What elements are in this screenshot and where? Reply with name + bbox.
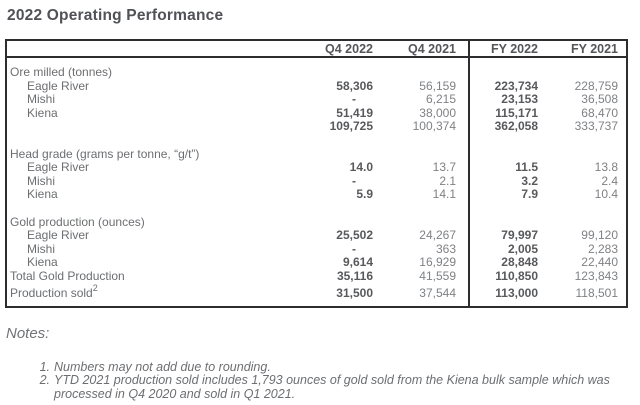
note-text: YTD 2021 production sold includes 1,793 … (54, 373, 610, 401)
value-cell-fy-2022: 115,171 (495, 105, 538, 120)
value-cell-fy-2021: 10.4 (594, 187, 618, 201)
note-item: 2. YTD 2021 production sold includes 1,7… (36, 373, 611, 401)
value-cell-q4-2022: - (352, 173, 356, 188)
table-row: Kiena 5.9 14.1 7.9 10.4 (7, 187, 626, 202)
table-section: Head grade (grams per tonne, “g/t”) Eagl… (7, 146, 626, 202)
table-section: Ore milled (tonnes) Eagle River 58,306 5… (7, 65, 626, 134)
value-cell-fy-2021: 228,759 (574, 78, 618, 93)
row-label: Total Gold Production (10, 268, 125, 283)
value-cell-q4-2021: 56,159 (419, 78, 456, 93)
table-row: Mishi - 363 2,005 2,283 (7, 241, 626, 257)
table-row: Kiena 51,419 38,000 115,171 68,470 (7, 105, 626, 121)
notes-list: 1. Numbers may not add due to rounding. … (36, 359, 611, 402)
column-header-q4-2022: Q4 2022 (325, 41, 373, 56)
table-row: Eagle River 58,306 56,159 223,734 228,75… (7, 78, 626, 94)
row-label: Eagle River (27, 228, 90, 242)
table-row: 109,725 100,374 362,058 333,737 (7, 119, 626, 134)
row-label: Kiena (27, 255, 58, 269)
value-cell-q4-2022: 5.9 (356, 187, 373, 201)
value-cell-q4-2021: 41,559 (419, 268, 456, 283)
value-cell-fy-2022: 7.9 (521, 187, 538, 201)
value-cell-fy-2021: 13.8 (594, 160, 618, 174)
section-header: Head grade (grams per tonne, “g/t”) (10, 146, 200, 161)
note-item: 1. Numbers may not add due to rounding. (36, 359, 611, 375)
value-cell-q4-2021: 37,544 (419, 286, 456, 300)
table-row: Mishi - 6,215 23,153 36,508 (7, 92, 626, 107)
value-cell-q4-2022: 109,725 (329, 119, 373, 133)
value-cell-q4-2021: 14.1 (432, 187, 456, 201)
table-row: Kiena 9,614 16,929 28,848 22,440 (7, 255, 626, 270)
section-rows: Eagle River 14.0 13.7 11.5 13.8 Mishi - … (7, 160, 626, 202)
row-label: Eagle River (27, 78, 90, 93)
table-row: Production sold2 31,500 37,544 113,000 1… (7, 283, 626, 301)
table-row: Mishi - 2.1 3.2 2.4 (7, 173, 626, 189)
value-cell-fy-2021: 68,470 (581, 105, 618, 120)
value-cell-q4-2022: 9,614 (342, 255, 373, 269)
table-row: Eagle River 25,502 24,267 79,997 99,120 (7, 228, 626, 243)
section-rows: Eagle River 58,306 56,159 223,734 228,75… (7, 78, 626, 134)
value-cell-q4-2022: 51,419 (336, 105, 373, 120)
row-label: Kiena (27, 187, 58, 201)
value-cell-q4-2022: 14.0 (349, 160, 373, 174)
row-label: Mishi (27, 173, 56, 188)
value-cell-fy-2022: 2,005 (507, 241, 538, 256)
value-cell-q4-2021: 13.7 (432, 160, 456, 174)
value-cell-q4-2021: 24,267 (419, 228, 456, 242)
value-cell-fy-2022: 28,848 (501, 255, 538, 269)
table-row: Total Gold Production 35,116 41,559 110,… (7, 268, 626, 284)
section-rows: Eagle River 25,502 24,267 79,997 99,120 … (7, 228, 626, 301)
section-header: Ore milled (tonnes) (10, 65, 113, 79)
notes-heading: Notes: (6, 324, 50, 342)
value-cell-q4-2022: 58,306 (336, 78, 373, 93)
value-cell-q4-2021: 16,929 (419, 255, 456, 269)
row-label: Mishi (27, 92, 56, 106)
row-label: Eagle River (27, 160, 90, 174)
section-header: Gold production (ounces) (10, 214, 145, 229)
operating-performance-table: Q4 2022 Q4 2021 FY 2022 FY 2021 Ore mill… (5, 39, 628, 308)
value-cell-fy-2021: 2,283 (587, 241, 618, 256)
value-cell-q4-2021: 6,215 (425, 92, 456, 106)
table-row: Eagle River 14.0 13.7 11.5 13.8 (7, 160, 626, 175)
value-cell-fy-2022: 110,850 (495, 268, 538, 283)
note-text: Numbers may not add due to rounding. (54, 359, 271, 374)
value-cell-fy-2022: 11.5 (515, 160, 538, 174)
value-cell-fy-2022: 113,000 (495, 286, 538, 300)
row-label: Mishi (27, 241, 56, 256)
value-cell-fy-2021: 36,508 (581, 92, 618, 106)
value-cell-q4-2021: 2.1 (439, 173, 456, 188)
value-cell-fy-2021: 22,440 (581, 255, 618, 269)
table-header-row: Q4 2022 Q4 2021 FY 2022 FY 2021 (7, 41, 626, 58)
value-cell-fy-2021: 99,120 (581, 228, 618, 242)
table-section: Gold production (ounces) Eagle River 25,… (7, 214, 626, 301)
value-cell-fy-2021: 118,501 (575, 286, 619, 300)
value-cell-q4-2021: 100,374 (412, 119, 456, 133)
note-number: 2. (39, 373, 50, 387)
page-title: 2022 Operating Performance (7, 7, 224, 24)
fy-section-divider (468, 41, 470, 306)
value-cell-q4-2022: - (352, 92, 356, 106)
value-cell-q4-2022: 31,500 (336, 286, 373, 300)
value-cell-fy-2022: 23,153 (501, 92, 538, 106)
row-label: Kiena (27, 105, 58, 120)
value-cell-q4-2022: 35,116 (336, 268, 373, 283)
table-body: Ore milled (tonnes) Eagle River 58,306 5… (7, 58, 626, 306)
value-cell-fy-2022: 3.2 (521, 173, 538, 188)
value-cell-fy-2021: 123,843 (574, 268, 618, 283)
row-label: Production sold2 (10, 283, 98, 300)
column-header-fy-2022: FY 2022 (490, 41, 538, 56)
value-cell-fy-2021: 333,737 (574, 119, 618, 133)
value-cell-fy-2022: 362,058 (494, 119, 538, 133)
value-cell-q4-2021: 38,000 (419, 105, 456, 120)
value-cell-fy-2022: 223,734 (494, 78, 538, 93)
column-header-fy-2021: FY 2021 (570, 41, 618, 56)
footnote-marker: 2 (92, 283, 98, 293)
column-header-q4-2021: Q4 2021 (408, 41, 456, 56)
value-cell-fy-2021: 2.4 (601, 173, 618, 188)
value-cell-q4-2022: 25,502 (336, 228, 373, 242)
value-cell-fy-2022: 79,997 (501, 228, 538, 242)
value-cell-q4-2022: - (352, 241, 356, 256)
note-number: 1. (39, 359, 50, 374)
value-cell-q4-2021: 363 (435, 241, 456, 256)
